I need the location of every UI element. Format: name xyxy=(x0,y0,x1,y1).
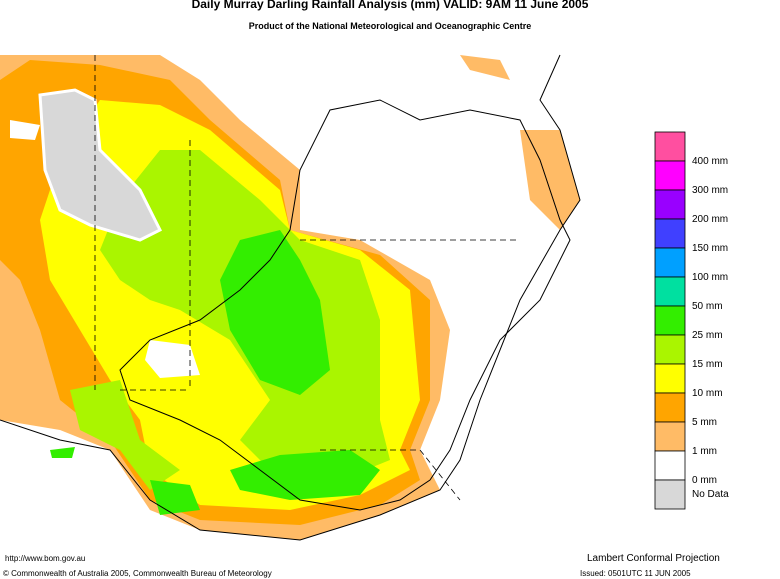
region-25mm xyxy=(50,230,380,515)
legend-label: 50 mm xyxy=(692,301,723,312)
title: Daily Murray Darling Rainfall Analysis (… xyxy=(192,0,589,11)
legend-label: 5 mm xyxy=(692,417,717,428)
region-no-data xyxy=(38,88,163,242)
legend-swatch xyxy=(654,479,686,510)
legend-swatch xyxy=(654,247,686,278)
legend-label: 1 mm xyxy=(692,446,717,457)
legend-swatch xyxy=(654,131,686,162)
legend: 400 mm 300 mm 200 mm 150 mm 100 mm 50 mm 25 mm… xyxy=(654,131,729,510)
legend-swatch xyxy=(654,276,686,307)
legend-label: 150 mm xyxy=(692,243,728,254)
issued: Issued: 0501UTC 11 JUN 2005 xyxy=(580,569,691,578)
legend-label: 400 mm xyxy=(692,156,728,167)
legend-label: 15 mm xyxy=(692,359,723,370)
map xyxy=(0,54,640,560)
subtitle: Product of the National Meteorological a… xyxy=(249,21,532,31)
legend-swatch xyxy=(654,450,686,481)
legend-label: 100 mm xyxy=(692,272,728,283)
legend-swatch xyxy=(654,421,686,452)
legend-swatch xyxy=(654,305,686,336)
legend-label: No Data xyxy=(692,489,729,500)
region-zero xyxy=(10,120,200,378)
url: http://www.bom.gov.au xyxy=(5,554,85,563)
legend-label: 10 mm xyxy=(692,388,723,399)
copyright: © Commonwealth of Australia 2005, Common… xyxy=(3,569,272,578)
legend-label: 300 mm xyxy=(692,185,728,196)
region-1mm xyxy=(460,55,580,230)
legend-label: 25 mm xyxy=(692,330,723,341)
legend-swatch xyxy=(654,392,686,423)
legend-swatch xyxy=(654,160,686,191)
border xyxy=(320,449,461,501)
legend-swatch xyxy=(654,363,686,394)
legend-label: 0 mm xyxy=(692,475,717,486)
legend-swatch xyxy=(654,189,686,220)
legend-swatch xyxy=(654,218,686,249)
state-borders xyxy=(94,55,520,501)
coastline xyxy=(0,54,581,541)
basin-boundary xyxy=(119,99,571,511)
legend-swatch xyxy=(654,334,686,365)
legend-label: 200 mm xyxy=(692,214,728,225)
projection: Lambert Conformal Projection xyxy=(587,553,720,564)
